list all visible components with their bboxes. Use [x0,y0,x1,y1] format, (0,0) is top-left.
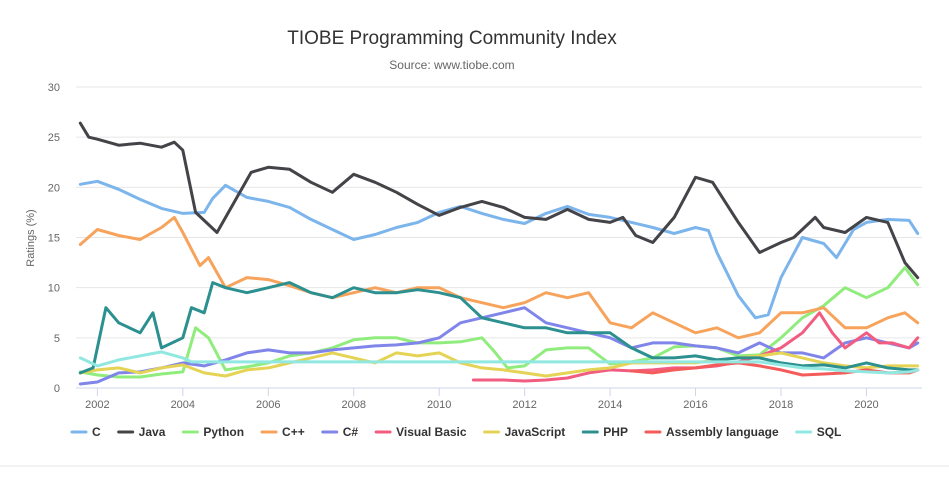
legend-item-assembly-language[interactable]: Assembly language [644,425,779,439]
legend-label-javascript: JavaScript [505,425,566,439]
series-line-c[interactable] [78,179,920,320]
legend: C Java Python C++ C# Visual Basic JavaScript PH… [70,425,842,439]
series-line-sql[interactable] [78,350,920,375]
legend-label-visual-basic: Visual Basic [396,425,467,439]
series-line-java[interactable] [78,121,920,280]
x-axis-ticks: 2002 2004 2006 2008 2010 2012 2014 2016 2018 2020 [85,388,879,411]
legend-item-c[interactable]: C++ [260,425,305,439]
x-tick-label-2014: 2014 [598,399,622,411]
legend-label-php: PHP [603,425,628,439]
legend-item-visual-basic[interactable]: Visual Basic [374,425,467,439]
legend-item-c[interactable]: C# [321,425,359,439]
x-tick-label-2002: 2002 [85,399,109,411]
x-tick-label-2018: 2018 [769,399,793,411]
x-tick-label-2008: 2008 [341,399,365,411]
legend-item-java[interactable]: Java [117,425,166,439]
legend-label-c: C [92,425,101,439]
y-axis-ticks: 0 5 10 15 20 25 30 [48,82,60,395]
legend-label-sql: SQL [817,425,842,439]
y-tick-label-20: 20 [48,182,60,194]
grid-lines [76,86,922,389]
series-line-python[interactable] [78,266,920,379]
x-tick-label-2020: 2020 [854,399,878,411]
x-tick-label-2012: 2012 [512,399,536,411]
series-line-php[interactable] [78,281,920,375]
y-tick-label-30: 30 [48,82,60,94]
legend-label-assembly-language: Assembly language [666,425,779,439]
x-tick-label-2010: 2010 [427,399,451,411]
x-tick-label-2016: 2016 [683,399,707,411]
y-tick-label-15: 15 [48,233,60,245]
y-tick-label-5: 5 [54,333,60,345]
y-tick-label-25: 25 [48,132,60,144]
series-lines [78,121,920,386]
legend-label-c: C# [343,425,359,439]
x-tick-label-2006: 2006 [256,399,280,411]
y-tick-label-0: 0 [54,383,60,395]
x-tick-label-2004: 2004 [171,399,195,411]
legend-item-sql[interactable]: SQL [795,425,842,439]
y-axis-title: Ratings (%) [25,209,37,266]
legend-label-c: C++ [282,425,305,439]
series-line-c[interactable] [78,215,920,340]
chart-title: TIOBE Programming Community Index [287,28,617,49]
legend-label-java: Java [139,425,166,439]
legend-label-python: Python [203,425,244,439]
legend-item-javascript[interactable]: JavaScript [483,425,566,439]
y-tick-label-10: 10 [48,283,60,295]
chart-subtitle: Source: www.tiobe.com [389,58,514,72]
legend-item-python[interactable]: Python [181,425,244,439]
legend-item-php[interactable]: PHP [581,425,628,439]
series-line-javascript[interactable] [78,351,920,378]
legend-item-c[interactable]: C [70,425,101,439]
